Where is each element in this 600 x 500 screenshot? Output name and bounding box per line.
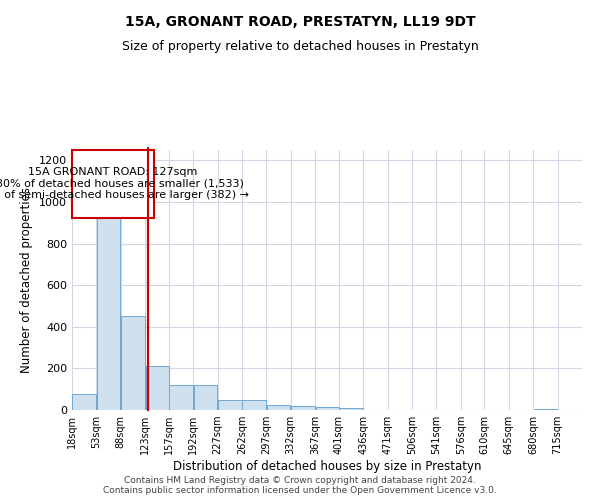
Bar	[339, 408, 363, 410]
Bar	[73, 394, 96, 410]
Bar	[121, 316, 145, 410]
Bar	[316, 408, 339, 410]
Bar	[194, 385, 217, 410]
Bar	[97, 208, 121, 410]
Bar	[146, 366, 169, 410]
Text: Contains HM Land Registry data © Crown copyright and database right 2024.
Contai: Contains HM Land Registry data © Crown c…	[103, 476, 497, 495]
Y-axis label: Number of detached properties: Number of detached properties	[20, 187, 34, 373]
Bar	[169, 385, 193, 410]
Text: Size of property relative to detached houses in Prestatyn: Size of property relative to detached ho…	[122, 40, 478, 53]
Bar	[533, 409, 557, 410]
Bar	[267, 405, 290, 410]
Text: 15A GRONANT ROAD: 127sqm
← 80% of detached houses are smaller (1,533)
20% of sem: 15A GRONANT ROAD: 127sqm ← 80% of detach…	[0, 167, 250, 200]
X-axis label: Distribution of detached houses by size in Prestatyn: Distribution of detached houses by size …	[173, 460, 481, 473]
Bar	[291, 406, 315, 410]
Bar	[218, 400, 242, 410]
Text: 15A, GRONANT ROAD, PRESTATYN, LL19 9DT: 15A, GRONANT ROAD, PRESTATYN, LL19 9DT	[125, 15, 475, 29]
Bar	[242, 400, 266, 410]
